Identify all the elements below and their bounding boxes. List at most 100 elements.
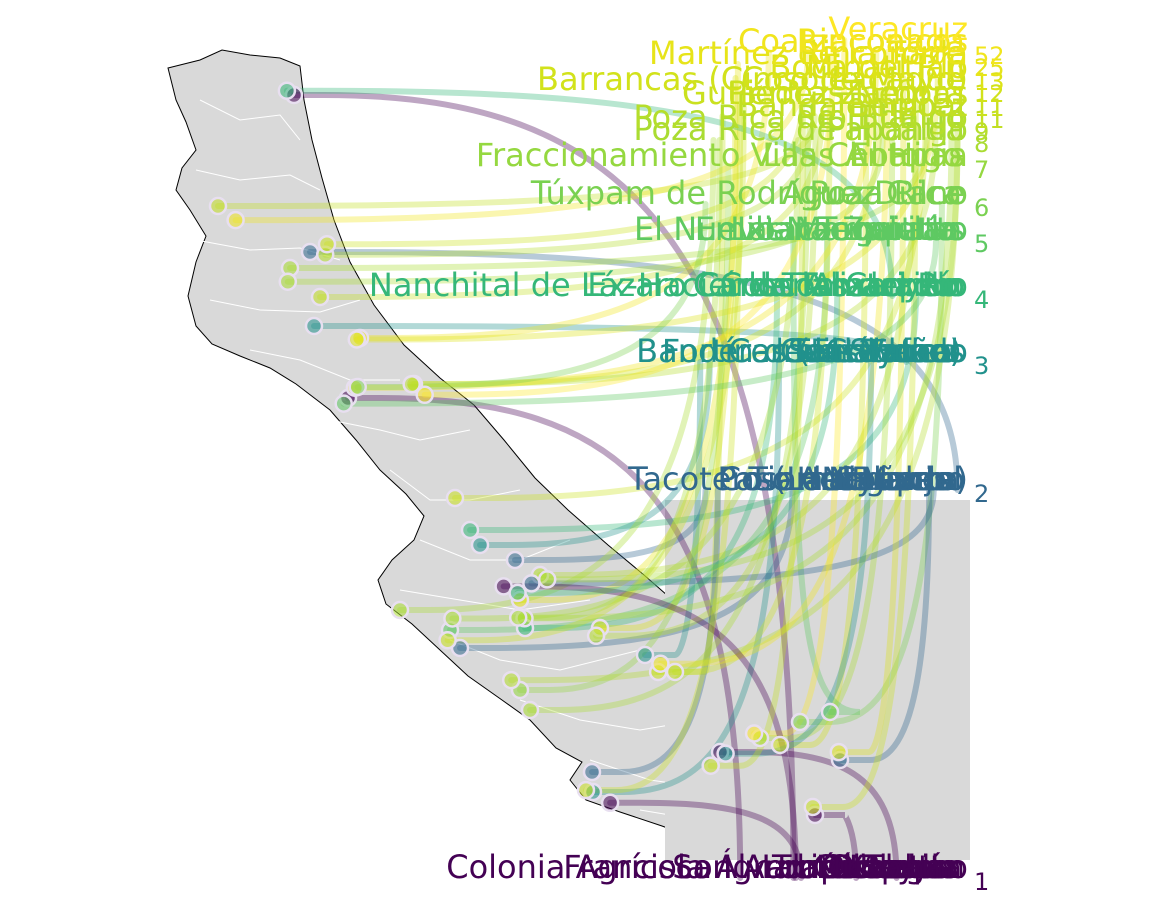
flow-line-44: [809, 101, 919, 810]
flow-line-51: [500, 583, 799, 881]
municipal-border-9: [449, 639, 641, 671]
place-label: Tecolutla: [817, 210, 959, 248]
place-label: Coscomatepec: [720, 266, 956, 304]
flow-lines: [215, 37, 961, 881]
place-label: San Andrés Tuxtla: [672, 848, 959, 886]
rank-number: 11: [974, 94, 1005, 122]
city-point-23: [520, 700, 540, 720]
place-label: Alvarado: [811, 266, 953, 304]
place-label: Veracruz: [828, 10, 968, 48]
flow-line-1: [215, 113, 818, 209]
rank-number: 13: [974, 68, 1005, 96]
rank-number: 25: [974, 54, 1005, 82]
flow-line-10: [467, 293, 919, 533]
place-label: El Nuevo Nacimiento: [634, 210, 968, 248]
place-label: Tantoyuca: [789, 332, 953, 370]
flow-line-19: [597, 75, 739, 631]
place-label: Carlos A. Carrillo: [693, 266, 959, 304]
flow-line-38: [351, 49, 880, 391]
flow-line-49: [593, 125, 819, 639]
city-point-15: [390, 600, 410, 620]
municipal-border-0: [199, 99, 301, 141]
city-point-10: [460, 520, 480, 540]
flow-line-12: [512, 487, 709, 563]
place-label: Las Margaritas: [730, 210, 965, 248]
municipal-border-7: [419, 539, 571, 561]
rank-number: 7: [974, 156, 989, 184]
place-label: Cuitláhuac: [780, 332, 950, 370]
place-label: Río Blanco: [796, 98, 965, 136]
place-label: Coatzacoalcos: [738, 22, 968, 60]
municipal-border-4: [249, 349, 400, 381]
place-label: Poza Rica de Hidalgo: [633, 110, 968, 148]
city-point-4: [310, 287, 330, 307]
city-point-41: [278, 272, 298, 291]
flow-line-16: [447, 237, 830, 633]
place-label: Túxpam de Rodríguez Cano: [530, 174, 968, 212]
city-point-46: [744, 724, 764, 743]
city-point-44: [803, 797, 823, 817]
city-point-56: [348, 377, 367, 397]
place-label: Las Choapas: [762, 136, 965, 174]
flow-line-30: [589, 487, 721, 775]
place-label: Rinconada: [800, 34, 968, 72]
place-label: Cosamaloapan: [719, 460, 956, 498]
flow-line-36: [528, 487, 937, 587]
place-label: Barrancas (Cinco de Mayo): [537, 60, 968, 98]
city-point-12: [505, 550, 525, 570]
city-point-30: [582, 762, 602, 782]
city-point-50: [651, 654, 670, 673]
city-point-34: [402, 374, 421, 394]
flow-line-52: [544, 137, 961, 583]
city-point-11: [470, 535, 490, 555]
city-point-28: [820, 702, 840, 722]
place-label: Agua Dulce: [782, 174, 965, 212]
flow-line-53: [583, 101, 744, 794]
flow-line-5: [311, 323, 910, 365]
flow-line-50: [657, 49, 891, 667]
place-label: Córdoba: [813, 848, 947, 886]
city-point-1: [208, 196, 228, 216]
municipal-border-3: [209, 299, 361, 313]
flow-line-27: [777, 87, 870, 748]
place-label: Cosoleacaque: [741, 60, 965, 98]
flow-line-58: [607, 799, 805, 881]
flow-line-60: [283, 87, 896, 299]
place-label: Paso del Macho: [717, 460, 965, 498]
municipal-border-1: [195, 169, 321, 191]
rank-number: 11: [974, 106, 1005, 134]
place-label: Tierra Blanca: [747, 460, 959, 498]
city-point-61: [334, 394, 353, 413]
city-point-2: [300, 242, 320, 262]
flow-line-24: [717, 749, 900, 881]
flow-line-62: [707, 113, 806, 769]
city-point-21: [665, 662, 685, 682]
place-label: Boca del Río: [769, 48, 968, 86]
city-point-9: [445, 488, 465, 508]
rank-number: 5: [974, 230, 989, 258]
flow-line-3: [287, 137, 930, 271]
city-point-53: [576, 780, 596, 800]
flow-line-42: [353, 75, 941, 343]
flow-line-54: [444, 101, 747, 644]
place-label: El Higo: [850, 136, 962, 174]
city-point-54: [438, 630, 457, 650]
flow-line-40: [232, 49, 812, 224]
place-label: Nogales: [821, 460, 950, 498]
city-point-57: [415, 385, 434, 405]
rank-number: 9: [974, 118, 989, 146]
rank-number: 6: [974, 194, 989, 222]
flow-line-34: [408, 125, 939, 388]
place-label: Minatitlán: [806, 48, 965, 86]
city-point-45: [508, 608, 528, 627]
flow-line-15: [397, 137, 717, 613]
place-label: Huatusco: [796, 460, 947, 498]
flow-line-33: [449, 137, 802, 622]
place-label: Tuxpan: [826, 848, 941, 886]
place-label: Colonia Agrícola Álvaro Obregón: [446, 848, 965, 886]
place-label: Acayucan: [798, 460, 953, 498]
place-label: Ex-Hacienda Tamarindo: [587, 266, 965, 304]
flow-line-47: [324, 101, 805, 248]
flow-line-31: [590, 359, 782, 795]
